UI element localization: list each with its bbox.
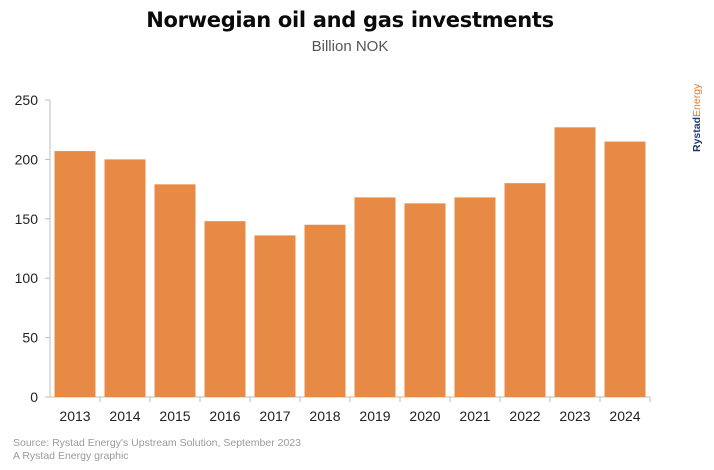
y-tick-label: 0 bbox=[30, 389, 38, 405]
chart-source: Source: Rystad Energy's Upstream Solutio… bbox=[13, 437, 301, 463]
bar bbox=[54, 151, 96, 397]
bar bbox=[404, 203, 446, 397]
y-tick-label: 50 bbox=[22, 330, 38, 346]
x-tick-label: 2024 bbox=[609, 408, 640, 424]
bar bbox=[454, 197, 496, 397]
bar bbox=[154, 184, 196, 397]
x-tick-label: 2015 bbox=[159, 408, 190, 424]
bar bbox=[254, 235, 296, 397]
x-tick-label: 2021 bbox=[459, 408, 490, 424]
bar bbox=[554, 127, 596, 397]
y-tick-label: 250 bbox=[15, 92, 39, 108]
y-tick-label: 100 bbox=[15, 270, 39, 286]
bar bbox=[504, 183, 546, 397]
bar bbox=[104, 159, 146, 397]
y-tick-label: 200 bbox=[15, 151, 39, 167]
y-tick-label: 150 bbox=[15, 211, 39, 227]
x-tick-label: 2017 bbox=[259, 408, 290, 424]
x-tick-label: 2014 bbox=[109, 408, 140, 424]
bar bbox=[204, 221, 246, 397]
credit-note: A Rystad Energy graphic bbox=[13, 450, 129, 462]
x-tick-label: 2023 bbox=[559, 408, 590, 424]
chart-title: Norwegian oil and gas investments bbox=[146, 8, 554, 32]
chart-subtitle: Billion NOK bbox=[311, 38, 389, 55]
bar bbox=[354, 197, 396, 397]
x-tick-label: 2013 bbox=[59, 408, 90, 424]
source-note: Source: Rystad Energy's Upstream Solutio… bbox=[13, 437, 301, 449]
x-tick-label: 2016 bbox=[209, 408, 240, 424]
x-tick-label: 2019 bbox=[359, 408, 390, 424]
bar bbox=[604, 141, 646, 397]
x-tick-label: 2020 bbox=[409, 408, 440, 424]
x-tick-label: 2018 bbox=[309, 408, 340, 424]
x-tick-label: 2022 bbox=[509, 408, 540, 424]
bar bbox=[304, 224, 346, 397]
